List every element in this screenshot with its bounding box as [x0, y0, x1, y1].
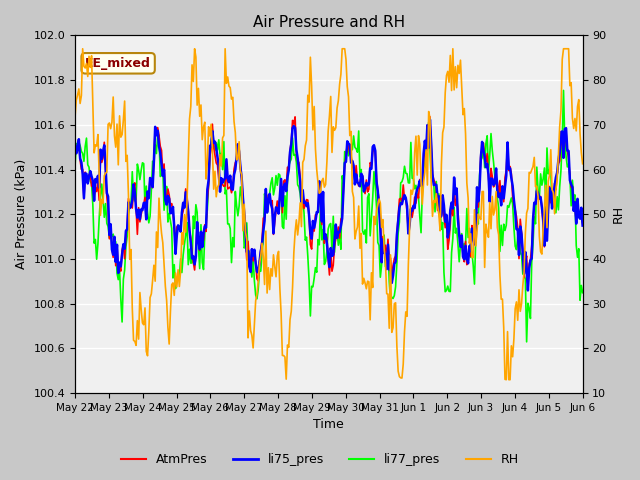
Y-axis label: RH: RH — [612, 205, 625, 223]
Legend: AtmPres, li75_pres, li77_pres, RH: AtmPres, li75_pres, li77_pres, RH — [116, 448, 524, 471]
Text: EE_mixed: EE_mixed — [85, 57, 151, 70]
X-axis label: Time: Time — [314, 419, 344, 432]
Y-axis label: Air Pressure (kPa): Air Pressure (kPa) — [15, 159, 28, 269]
Title: Air Pressure and RH: Air Pressure and RH — [253, 15, 405, 30]
